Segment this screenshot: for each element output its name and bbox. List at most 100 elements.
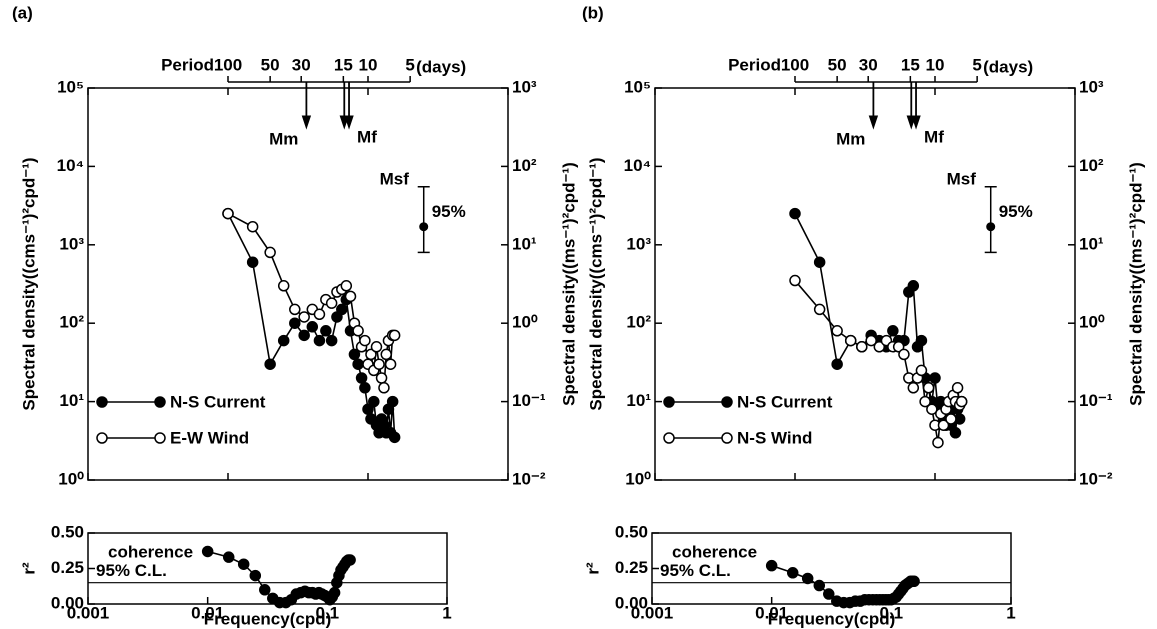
tide-label: Msf bbox=[380, 169, 410, 188]
period-unit: (days) bbox=[983, 57, 1033, 76]
y-tick-label: 10³ bbox=[59, 234, 84, 253]
y-tick-label: 10⁴ bbox=[624, 156, 651, 175]
data-point bbox=[264, 358, 276, 370]
data-point bbox=[325, 297, 338, 309]
data-point bbox=[246, 220, 259, 233]
data-point bbox=[919, 395, 931, 408]
legend-marker bbox=[154, 396, 166, 408]
y2-axis-label: Spectral density((ms⁻¹)²cpd⁻¹) bbox=[1126, 162, 1145, 406]
period-tick-label: 15 bbox=[901, 55, 920, 74]
data-point bbox=[907, 280, 920, 292]
legend-marker bbox=[154, 432, 166, 444]
legend-marker bbox=[663, 396, 675, 408]
y2-tick-label: 10⁻² bbox=[1079, 469, 1113, 488]
data-point bbox=[908, 575, 920, 588]
tide-label: Mm bbox=[269, 129, 298, 148]
data-point bbox=[289, 317, 301, 329]
data-point bbox=[388, 431, 401, 444]
data-point bbox=[375, 372, 388, 384]
tide-arrowhead bbox=[344, 115, 354, 130]
x-tick-label: 1 bbox=[442, 603, 451, 622]
period-title: Period bbox=[161, 55, 214, 74]
y-axis-label: Spectral density((cms⁻¹)²cpd⁻¹) bbox=[19, 157, 38, 410]
tide-label: Mf bbox=[357, 127, 377, 146]
data-point bbox=[277, 280, 290, 292]
tide-arrowhead bbox=[911, 115, 921, 130]
data-point bbox=[298, 329, 310, 342]
panel-text: coherence bbox=[108, 542, 193, 561]
data-point bbox=[786, 567, 799, 579]
tide-label: Mm bbox=[836, 129, 865, 148]
data-point bbox=[249, 569, 262, 582]
y-tick-label: 10¹ bbox=[59, 391, 84, 410]
x-tick-label: 0.001 bbox=[67, 603, 110, 622]
plot-frame bbox=[87, 87, 509, 481]
panel-label: (b) bbox=[582, 3, 604, 22]
data-point bbox=[915, 334, 928, 347]
data-point bbox=[365, 348, 377, 361]
data-point bbox=[380, 348, 392, 361]
data-point bbox=[355, 372, 368, 384]
data-point bbox=[873, 341, 886, 353]
data-point bbox=[344, 554, 356, 566]
panel-text: coherence bbox=[672, 542, 757, 561]
data-point bbox=[264, 246, 276, 259]
data-point bbox=[352, 358, 364, 370]
y-tick-label: 10⁰ bbox=[58, 469, 84, 488]
data-point bbox=[201, 545, 214, 558]
y2-tick-label: 10⁻² bbox=[512, 469, 546, 488]
y2-tick-label: 10³ bbox=[512, 77, 537, 96]
data-point bbox=[789, 274, 801, 287]
y-tick-label: 10² bbox=[59, 313, 84, 332]
legend-marker bbox=[721, 432, 733, 444]
data-point bbox=[831, 325, 843, 337]
legend-marker bbox=[663, 432, 675, 444]
x-tick-label: 0.1 bbox=[316, 603, 340, 622]
data-point bbox=[823, 588, 835, 600]
data-point bbox=[277, 334, 290, 347]
tide-arrowhead bbox=[301, 115, 312, 130]
period-tick-label: 15 bbox=[334, 55, 353, 74]
legend-marker bbox=[721, 396, 733, 408]
y2-tick-label: 10⁻¹ bbox=[1079, 391, 1113, 410]
data-point bbox=[915, 364, 928, 377]
data-point bbox=[887, 325, 899, 337]
data-point bbox=[378, 382, 390, 394]
data-point bbox=[831, 358, 843, 370]
period-tick-label: 10 bbox=[359, 55, 378, 74]
data-point bbox=[388, 329, 401, 342]
x-tick-label: 0.001 bbox=[631, 603, 674, 622]
y-tick-label: 10⁴ bbox=[57, 156, 84, 175]
data-point bbox=[313, 308, 326, 321]
data-point bbox=[370, 341, 383, 353]
data-point bbox=[246, 256, 259, 268]
y-tick-label: 0.25 bbox=[615, 558, 648, 577]
data-point bbox=[298, 311, 310, 323]
period-title: Period bbox=[728, 55, 781, 74]
data-point bbox=[844, 334, 857, 347]
data-point bbox=[932, 436, 944, 449]
y2-tick-label: 10¹ bbox=[1079, 234, 1104, 253]
y-tick-label: 10⁵ bbox=[57, 77, 84, 96]
data-point bbox=[222, 551, 235, 563]
y2-tick-label: 10¹ bbox=[512, 234, 537, 253]
data-point bbox=[352, 325, 364, 337]
errorbar-center bbox=[986, 222, 996, 232]
x-tick-label: 1 bbox=[1006, 603, 1015, 622]
data-point bbox=[945, 413, 957, 425]
data-point bbox=[359, 382, 371, 394]
errorbar-center bbox=[419, 222, 429, 232]
data-point bbox=[306, 321, 319, 333]
data-point bbox=[259, 584, 271, 596]
y-axis-label: Spectral density((cms⁻¹)²cpd⁻¹) bbox=[586, 157, 605, 410]
y-tick-label: 0.00 bbox=[51, 593, 84, 612]
data-point bbox=[344, 290, 357, 303]
y-tick-label: 10⁰ bbox=[625, 469, 651, 488]
x-tick-label: 0.1 bbox=[880, 603, 904, 622]
tide-arrowhead bbox=[868, 115, 879, 130]
y-tick-label: 0.25 bbox=[51, 558, 84, 577]
data-point bbox=[922, 382, 935, 394]
y-axis-label: r² bbox=[19, 562, 38, 575]
errorbar-label: 95% bbox=[432, 202, 466, 221]
